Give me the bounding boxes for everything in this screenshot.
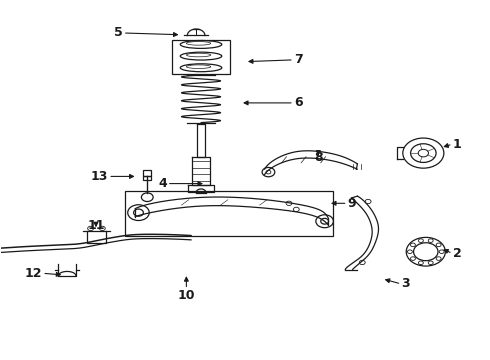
Text: 5: 5 [114, 27, 123, 40]
Text: 1: 1 [453, 138, 462, 150]
Text: 6: 6 [294, 96, 302, 109]
Text: 8: 8 [314, 151, 322, 164]
Text: 9: 9 [347, 197, 356, 210]
Bar [125, 192, 333, 235]
Bar [144, 176, 151, 180]
Bar [172, 40, 230, 74]
Text: 12: 12 [24, 267, 42, 280]
Bar [144, 170, 151, 176]
Text: 11: 11 [87, 220, 105, 233]
Text: 4: 4 [158, 177, 167, 190]
Text: 2: 2 [453, 247, 462, 260]
Text: 3: 3 [401, 278, 410, 291]
Text: 7: 7 [294, 53, 303, 66]
Text: 10: 10 [177, 289, 195, 302]
Text: 13: 13 [91, 170, 108, 183]
